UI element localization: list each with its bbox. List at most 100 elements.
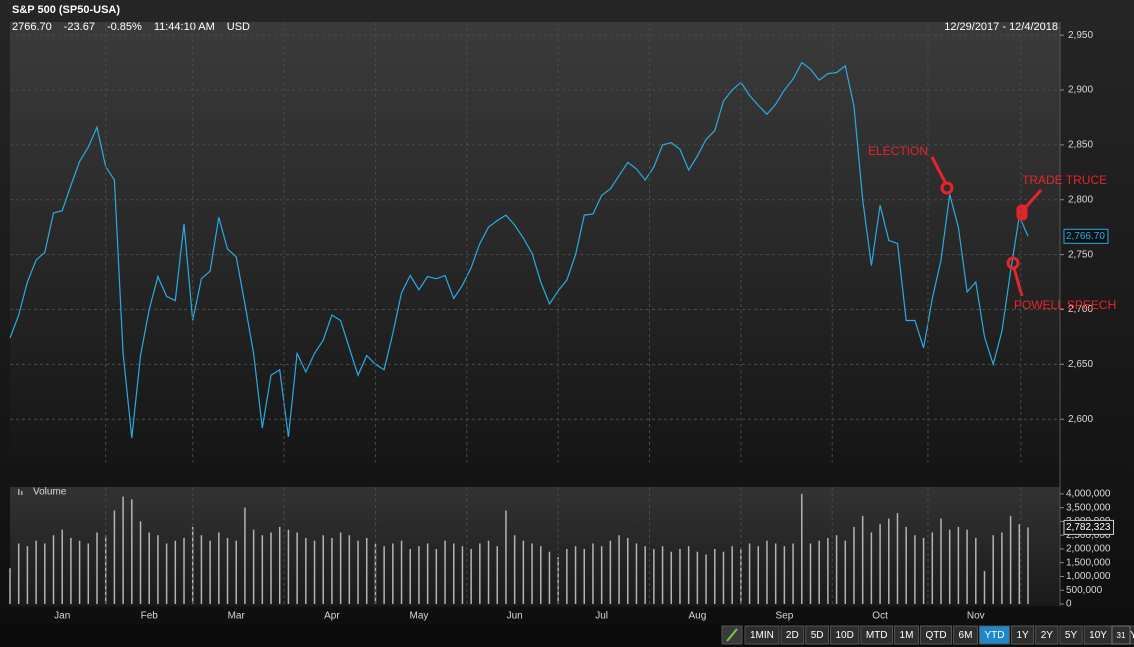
volume-bar <box>635 543 638 604</box>
volume-bar <box>200 535 203 604</box>
button-label: 10D <box>836 630 854 641</box>
y-tick-label: 2,950 <box>1068 30 1093 41</box>
button-label: QTD <box>925 630 946 641</box>
volume-bar <box>714 548 716 604</box>
button-face <box>1059 625 1083 645</box>
annotation-marker <box>1016 204 1028 221</box>
x-tick-label: Feb <box>141 611 159 622</box>
volume-bar <box>879 524 881 604</box>
volume-bar <box>583 548 586 604</box>
annotation-marker <box>1012 267 1024 297</box>
volume-bar <box>339 532 342 604</box>
volume-bar <box>235 540 237 604</box>
range-button[interactable]: 5Y <box>1059 625 1083 645</box>
x-tick-label: May <box>409 611 428 622</box>
volume-bar <box>975 537 977 604</box>
volume-bar <box>1001 532 1003 604</box>
volume-bar <box>61 529 63 604</box>
volume-bar <box>113 510 116 604</box>
y-tick-label: 2,700 <box>1068 304 1093 315</box>
button-face <box>1010 625 1035 645</box>
volume-bar <box>348 535 351 604</box>
volume-bar <box>313 540 316 604</box>
range-button[interactable]: YTD <box>978 625 1010 645</box>
button-face <box>894 625 919 645</box>
button-face <box>780 625 805 645</box>
y-tick-label: 1,500,000 <box>1066 557 1111 568</box>
volume-bar <box>70 537 72 604</box>
calendar-face <box>1111 625 1131 645</box>
volume-bar <box>1027 527 1029 604</box>
volume-bar <box>801 493 803 604</box>
range-button[interactable]: 2Y <box>1035 625 1059 645</box>
volume-bar <box>287 529 290 604</box>
range-button[interactable]: MTD <box>860 625 894 645</box>
date-range: 12/29/2017 - 12/4/2018 <box>944 21 1058 33</box>
button-face <box>919 625 953 645</box>
volume-bar <box>687 546 690 604</box>
range-button[interactable]: 6M <box>953 625 978 645</box>
volume-bar <box>209 540 211 604</box>
volume-bar <box>774 543 777 604</box>
volume-bar <box>174 540 177 604</box>
volume-bar <box>165 543 168 604</box>
volume-bar <box>148 532 150 604</box>
volume-bar <box>653 548 655 604</box>
draw-tool-icon[interactable] <box>721 625 743 645</box>
volume-bar <box>87 543 90 604</box>
volume-bar <box>183 537 185 604</box>
range-button[interactable]: 10D <box>830 625 860 645</box>
y-tick-label: 500,000 <box>1066 585 1103 596</box>
pane-title: Volume <box>33 487 67 498</box>
button-label: 5D <box>811 630 824 641</box>
volume-bar <box>948 529 951 604</box>
range-button[interactable]: QTD <box>919 625 953 645</box>
range-button[interactable]: 1Y <box>1010 625 1035 645</box>
symbol-title: S&P 500 (SP50-USA) <box>12 4 120 16</box>
volume-bar <box>809 543 812 604</box>
volume-bar <box>331 537 333 604</box>
range-button[interactable]: 1MIN <box>744 625 780 645</box>
volume-bar <box>505 510 507 604</box>
volume-bar <box>461 546 464 604</box>
volume-bar <box>696 551 699 604</box>
quote-field: -23.67 <box>64 21 95 33</box>
volume-bar <box>609 540 612 604</box>
x-tick-label: Mar <box>228 611 246 622</box>
tag-box <box>1063 228 1109 244</box>
x-tick-label: Jul <box>595 611 608 622</box>
volume-bar <box>818 540 820 604</box>
range-button[interactable]: 2D <box>780 625 805 645</box>
y-tick-label: 2,650 <box>1068 359 1093 370</box>
volume-bar <box>452 543 455 604</box>
annotation-marker <box>1006 256 1020 270</box>
volume-bar <box>661 546 664 604</box>
volume-bar <box>992 535 994 604</box>
annotation-marker <box>940 181 954 195</box>
volume-bar <box>252 529 255 604</box>
volume-bar <box>35 540 37 604</box>
volume-bar <box>557 557 559 604</box>
button-label: 1M <box>900 630 914 641</box>
range-button[interactable]: 1M <box>894 625 919 645</box>
x-tick-label: Nov <box>967 611 985 622</box>
volume-bar <box>487 540 490 604</box>
volume-bar <box>409 548 411 604</box>
button-label: 6M <box>959 630 973 641</box>
volume-bar <box>122 496 124 604</box>
range-button[interactable]: 5D <box>805 625 829 645</box>
range-button[interactable]: 10Y <box>1083 625 1113 645</box>
volume-bar <box>444 540 446 604</box>
volume-bar <box>783 546 786 604</box>
last-value-tag: 2,782,323 <box>1063 519 1114 535</box>
volume-bar <box>731 546 733 604</box>
calendar-button[interactable]: 31 <box>1111 625 1131 645</box>
quote-field: USD <box>227 21 250 33</box>
volume-icon <box>18 489 23 495</box>
x-tick-label: Jan <box>54 611 70 622</box>
volume-bar <box>861 515 864 604</box>
price-pane <box>10 22 1060 462</box>
button-label: 2D <box>786 630 799 641</box>
volume-bar <box>26 546 29 604</box>
